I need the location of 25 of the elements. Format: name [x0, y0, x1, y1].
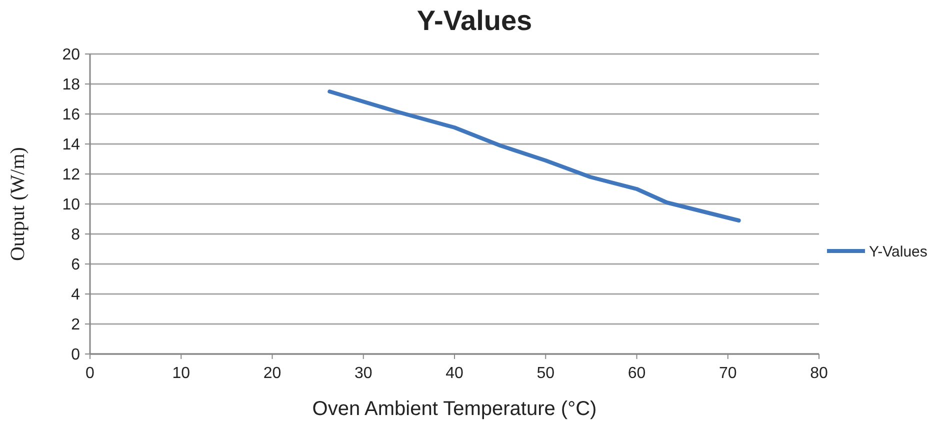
y-tick-label: 4	[71, 286, 80, 304]
y-tick-label: 14	[62, 136, 80, 154]
y-tick-label: 12	[62, 166, 80, 184]
y-tick-label: 0	[71, 346, 80, 364]
x-tick-label: 30	[354, 365, 372, 382]
line-series	[328, 90, 741, 222]
x-tick-label: 10	[172, 365, 190, 382]
x-axis-title: Oven Ambient Temperature (°C)	[312, 398, 597, 420]
x-tick-label: 70	[718, 365, 737, 382]
y-tick-label: 6	[71, 256, 80, 274]
x-tick-label: 20	[263, 365, 282, 382]
chart-title: Y-Values	[416, 5, 532, 36]
y-axis-title: Output (W/m)	[7, 147, 29, 261]
y-tick-label: 18	[62, 76, 80, 94]
y-tick-label: 8	[71, 226, 80, 244]
x-tick-label: 60	[628, 365, 646, 382]
x-tick-label: 40	[446, 365, 464, 382]
y-tick-label: 16	[62, 106, 80, 124]
y-tick-label: 2	[71, 316, 80, 334]
x-tick-label: 80	[810, 365, 828, 382]
y-tick-label: 20	[62, 46, 80, 64]
x-tick-label: 0	[86, 365, 95, 382]
x-tick-label: 50	[536, 365, 555, 382]
y-tick-label: 10	[62, 196, 80, 214]
legend-label: Y-Values	[869, 243, 928, 260]
